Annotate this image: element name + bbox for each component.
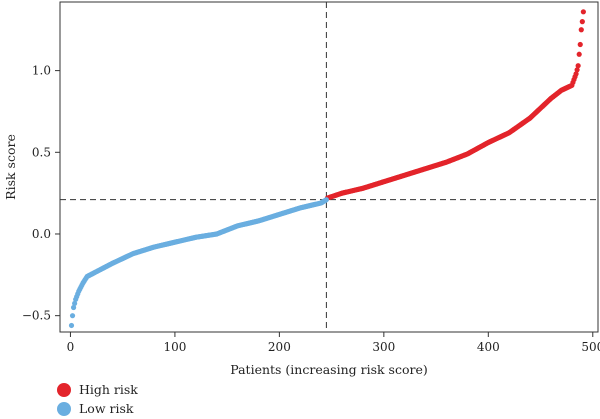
y-tick-label: −0.5 [22, 309, 51, 323]
y-axis-label: Risk score [3, 134, 18, 200]
legend-label-low-risk: Low risk [79, 401, 134, 416]
point-high-risk [578, 27, 584, 33]
point-low-risk [69, 313, 76, 319]
y-tick-label: 0.5 [32, 145, 51, 159]
plot-marks [60, 2, 598, 332]
point-low-risk [70, 304, 77, 311]
legend-label-high-risk: High risk [79, 382, 138, 397]
plot-frame [59, 1, 599, 333]
legend-item-high-risk: High risk [57, 382, 138, 397]
legend: High risk Low risk [57, 382, 138, 416]
point-high-risk [573, 71, 579, 77]
x-tick-label: 500 [581, 340, 600, 354]
point-high-risk [575, 63, 581, 69]
point-high-risk [574, 67, 580, 73]
x-tick-label: 0 [67, 340, 75, 354]
point-low-risk [323, 197, 329, 203]
x-axis-label: Patients (increasing risk score) [230, 362, 428, 377]
y-tick-label: 1.0 [32, 64, 51, 78]
point-high-risk [579, 19, 585, 25]
y-tick-label: 0.0 [32, 227, 51, 241]
axes: 0 100 200 300 400 500 −0.5 0.0 0.5 1.0 [22, 64, 600, 354]
x-tick-label: 200 [268, 340, 291, 354]
legend-marker-low-risk [57, 402, 71, 416]
legend-marker-high-risk [57, 383, 71, 397]
point-low-risk [68, 322, 75, 329]
point-high-risk [580, 9, 586, 15]
x-tick-label: 300 [372, 340, 395, 354]
point-low-risk [72, 300, 78, 307]
point-high-risk [577, 41, 583, 48]
x-tick-label: 400 [477, 340, 500, 354]
x-tick-label: 100 [163, 340, 186, 354]
point-high-risk [576, 51, 582, 57]
legend-item-low-risk: Low risk [57, 401, 134, 416]
